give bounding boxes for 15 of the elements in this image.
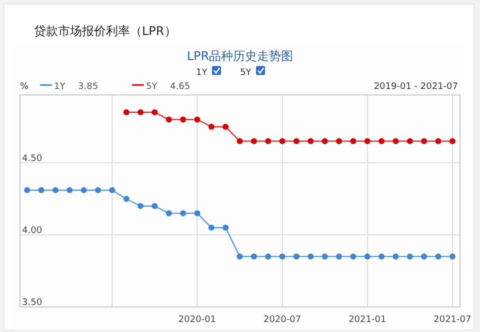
text: 2019-01 - 2021-07 <box>374 82 458 92</box>
y-tick-label: 4.50 <box>22 154 42 164</box>
y-tick-label: 3.50 <box>22 298 42 308</box>
x-tick-label: 2020-01 <box>178 315 216 325</box>
x-tick-label: 2021-07 <box>434 315 472 325</box>
text: 4.65 <box>170 82 190 92</box>
x-tick-label: 2020-07 <box>263 315 302 325</box>
legend-label: 5Y <box>146 82 158 92</box>
chart-title: 贷款市场报价利率（LPR） <box>34 24 176 38</box>
text: 3.85 <box>78 82 98 92</box>
y-axis-title: % <box>20 82 29 92</box>
y-tick-label: 4.00 <box>22 226 42 236</box>
x-tick-label: 2021-01 <box>348 315 386 325</box>
chart-subtitle: LPR品种历史走势图 <box>186 49 294 63</box>
legend-label: 1Y <box>54 82 66 92</box>
